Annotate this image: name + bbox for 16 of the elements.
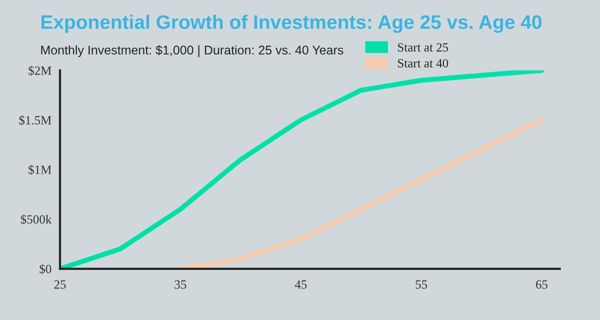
legend-label: Start at 40 <box>398 59 448 68</box>
y-tick-label: $2M <box>28 66 52 76</box>
y-tick-label: $1.5M <box>19 115 52 126</box>
line-series <box>60 70 544 269</box>
x-tick-label: 55 <box>416 280 428 289</box>
y-tick-label: $1M <box>28 164 52 175</box>
chart-title: Exponential Growth of Investments: Age 25 vs. Age 40 <box>42 14 542 33</box>
line-series <box>178 118 544 269</box>
legend-label: Start at 25 <box>398 43 448 52</box>
y-tick-label: $500k <box>20 214 52 224</box>
x-tick-label: 35 <box>174 280 186 289</box>
x-tick-label: 45 <box>294 280 307 289</box>
y-tick-label: $0 <box>40 264 52 274</box>
x-tick-label: 65 <box>536 280 548 289</box>
chart-subtitle: Monthly Investment: $1,000 | Duration: 25 vs. 40 Years <box>41 45 344 58</box>
x-tick-label: 25 <box>54 280 66 289</box>
